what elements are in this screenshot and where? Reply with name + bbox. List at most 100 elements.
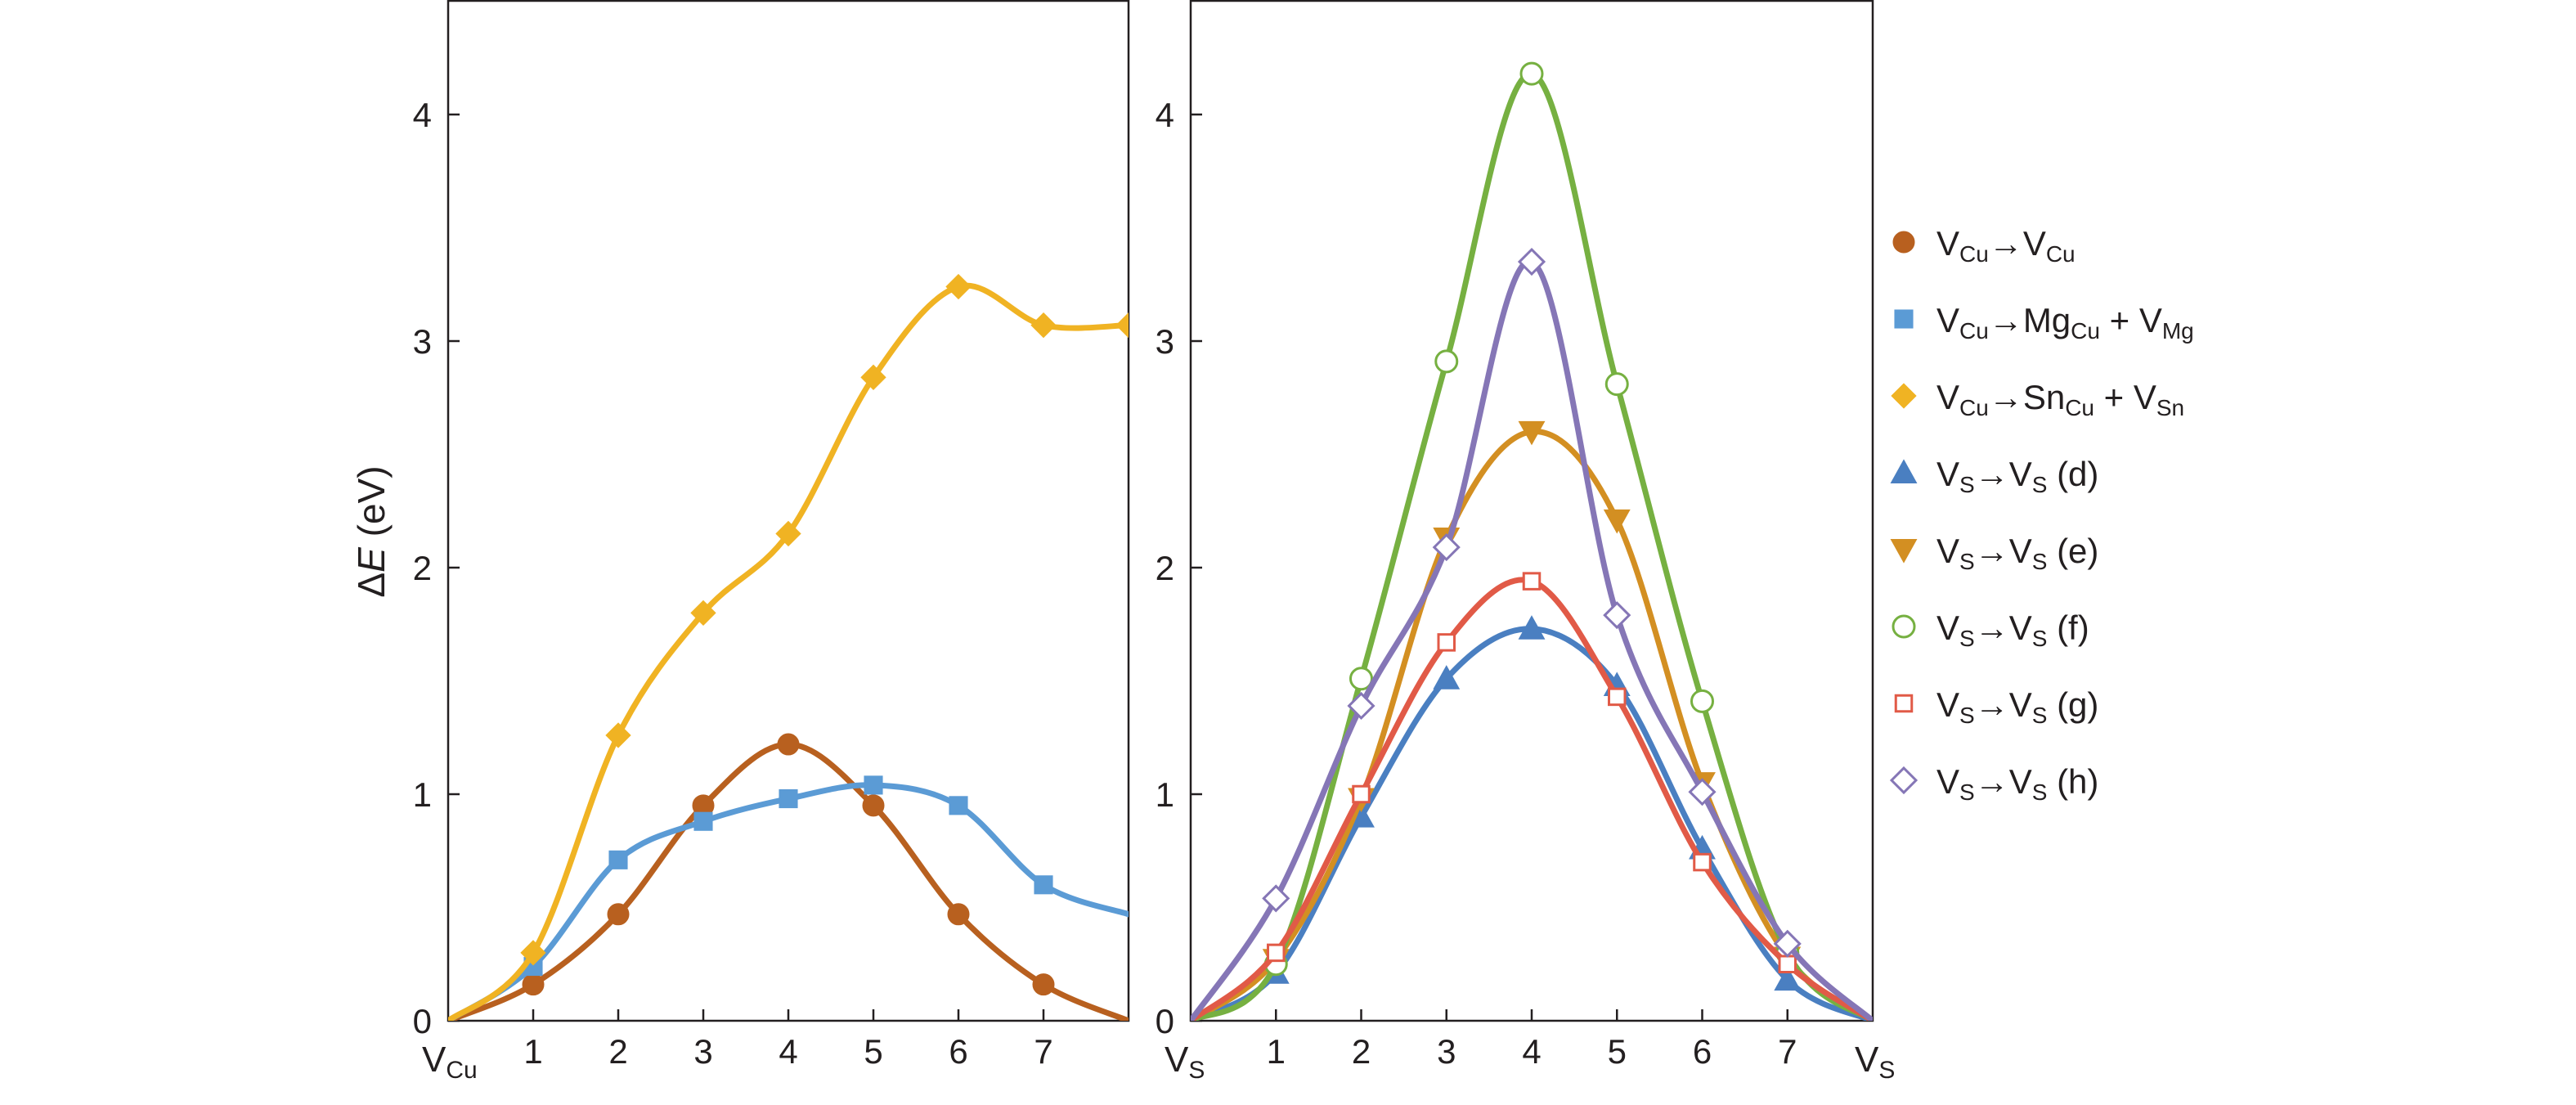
y-axis-title: ΔE (eV) (350, 465, 393, 597)
point-vcu-sncu-8 (1115, 312, 1129, 339)
point-vcu-vcu-5 (862, 794, 885, 817)
point-vs-d-7 (1774, 966, 1802, 991)
legend-vcu-mgcu-text-2: Mg (2023, 301, 2071, 339)
legend-vs-h-text-1: → (1975, 762, 2009, 801)
point-vcu-sncu-3 (690, 600, 716, 627)
point-vcu-sncu-1 (520, 940, 546, 966)
point-vs-g-3 (1437, 633, 1456, 652)
panel-right-xtick-label-2: 2 (1352, 1032, 1371, 1071)
legend-vcu-sncu-subscript-3: Sn (2156, 395, 2184, 420)
panel-left-xtick-label-1: 1 (523, 1032, 542, 1071)
panel-left-xtick-label-2: 2 (608, 1032, 627, 1071)
series-vcu-mgcu (448, 775, 1129, 1021)
legend-label-vcu-vcu: VCu​→VCu​ (1936, 224, 2076, 267)
panel-left-x-start-subscript-0: Cu (446, 1057, 477, 1084)
legend-label-vcu-mgcu: VCu​→MgCu​ + VMg​ (1936, 301, 2194, 344)
legend-item-vcu-vcu: VCu​→VCu​ (1892, 224, 2076, 267)
series-line-vcu-mgcu (448, 782, 1129, 1021)
panel-right-ytick-label-3: 3 (1156, 322, 1174, 361)
point-vs-g-7 (1778, 955, 1797, 973)
legend-marker-vs-f (1892, 614, 1916, 639)
series-line-vs-g (1191, 577, 1873, 1021)
point-vcu-mgcu-3 (693, 811, 713, 831)
legend-label-vs-f: VS​→VS​ (f) (1936, 609, 2089, 651)
legend-vcu-mgcu-subscript-0: Cu (1959, 318, 1989, 344)
legend-vcu-mgcu-text-3: + V (2100, 301, 2162, 339)
legend-vs-d-text-2: V (2009, 455, 2032, 493)
point-vs-d-3 (1433, 665, 1461, 690)
legend-vcu-mgcu-text-0: V (1936, 301, 1959, 339)
legend-vcu-vcu-subscript-0: Cu (1959, 241, 1989, 267)
point-vs-f-2 (1349, 667, 1373, 691)
series-line-vcu-vcu (448, 741, 1129, 1021)
panel-right-ytick-label-0: 0 (1156, 1002, 1174, 1040)
point-vs-e-5 (1603, 509, 1631, 534)
point-vs-g-6 (1693, 852, 1712, 872)
point-vs-f-5 (1604, 372, 1629, 397)
panel-right: 0 1 2 3 4 1 2 3 4 5 6 7 VS​ VS​ (1156, 0, 1895, 1084)
point-vs-g-2 (1352, 784, 1371, 804)
series-line-vcu-sncu (448, 282, 1129, 1021)
point-vs-h-3 (1432, 532, 1461, 562)
legend-vs-d-subscript-2: S (2032, 472, 2048, 497)
panel-right-x-start-text-0: V (1165, 1040, 1189, 1080)
legend-vs-h-subscript-0: S (1959, 779, 1975, 805)
legend-vs-e-subscript-2: S (2032, 549, 2048, 574)
legend-vs-h-text-0: V (1936, 762, 1959, 801)
legend-marker-vcu-sncu (1891, 383, 1917, 409)
point-vs-h-6 (1688, 778, 1717, 806)
point-vs-h-1 (1262, 884, 1290, 913)
panel-left-ytick-label-2: 2 (413, 549, 432, 587)
series-line-vs-h (1191, 258, 1873, 1021)
legend-vs-d-text-3: (d) (2047, 455, 2098, 493)
legend-label-vs-e: VS​→VS​ (e) (1936, 532, 2098, 574)
legend-vcu-vcu-text-1: → (1989, 224, 2023, 263)
panel-right-x-start-label: VS​ (1165, 1040, 1205, 1084)
series-vs-f (1191, 61, 1873, 1021)
legend-vcu-vcu-subscript-2: Cu (2046, 241, 2076, 267)
legend-vs-d-text-0: V (1936, 455, 1959, 493)
panel-left-xtick-label-6: 6 (949, 1032, 967, 1071)
series-vcu-sncu (448, 273, 1129, 1021)
legend-vs-g-text-0: V (1936, 685, 1959, 724)
series-vs-g (1191, 572, 1873, 1021)
point-vs-f-4 (1519, 61, 1544, 86)
point-vcu-mgcu-6 (949, 796, 968, 815)
legend-marker-vs-e (1890, 539, 1918, 564)
y-axis-title-part-0: Δ (350, 573, 393, 598)
panel-right-xtick-label-3: 3 (1437, 1032, 1456, 1071)
legend-marker-vcu-vcu (1892, 231, 1915, 254)
legend-item-vcu-sncu: VCu​→SnCu​ + VSn​ (1891, 378, 2184, 420)
legend-item-vs-f: VS​→VS​ (f) (1892, 609, 2089, 651)
legend-item-vs-g: VS​→VS​ (g) (1894, 685, 2098, 728)
series-line-vs-f (1191, 70, 1873, 1021)
legend-item-vs-d: VS​→VS​ (d) (1890, 455, 2098, 497)
legend-vcu-sncu-subscript-0: Cu (1959, 395, 1989, 420)
point-vs-h-7 (1773, 929, 1802, 958)
legend-vcu-sncu-text-2: Sn (2023, 378, 2065, 416)
panel-left-ytick-label-0: 0 (413, 1002, 432, 1040)
legend-label-vcu-sncu: VCu​→SnCu​ + VSn​ (1936, 378, 2184, 420)
legend-label-vs-h: VS​→VS​ (h) (1936, 762, 2098, 805)
legend-vs-g-text-3: (g) (2047, 685, 2098, 724)
legend-marker-vs-g (1894, 694, 1914, 713)
legend-vcu-vcu-text-2: V (2023, 224, 2046, 263)
point-vcu-vcu-1 (522, 973, 545, 996)
panel-right-x-end-subscript-0: S (1878, 1057, 1895, 1084)
point-vs-g-4 (1522, 572, 1542, 591)
panel-left-x-start-label: VCu​ (422, 1040, 478, 1084)
point-vs-g-1 (1267, 943, 1286, 963)
panel-left-xtick-label-7: 7 (1034, 1032, 1052, 1071)
legend-vs-e-text-2: V (2009, 532, 2032, 570)
panel-left-ytick-label-1: 1 (413, 775, 432, 814)
panel-right-xtick-label-5: 5 (1608, 1032, 1627, 1071)
point-vs-h-4 (1517, 247, 1546, 276)
legend-vs-h-subscript-2: S (2032, 779, 2048, 805)
series-line-vs-e (1191, 429, 1873, 1021)
legend-label-vs-g: VS​→VS​ (g) (1936, 685, 2098, 728)
legend-vs-g-text-2: V (2009, 685, 2032, 724)
panel-right-x-start-subscript-0: S (1188, 1057, 1205, 1084)
legend-vs-g-text-1: → (1975, 685, 2009, 724)
legend-vs-f-text-3: (f) (2047, 609, 2089, 647)
